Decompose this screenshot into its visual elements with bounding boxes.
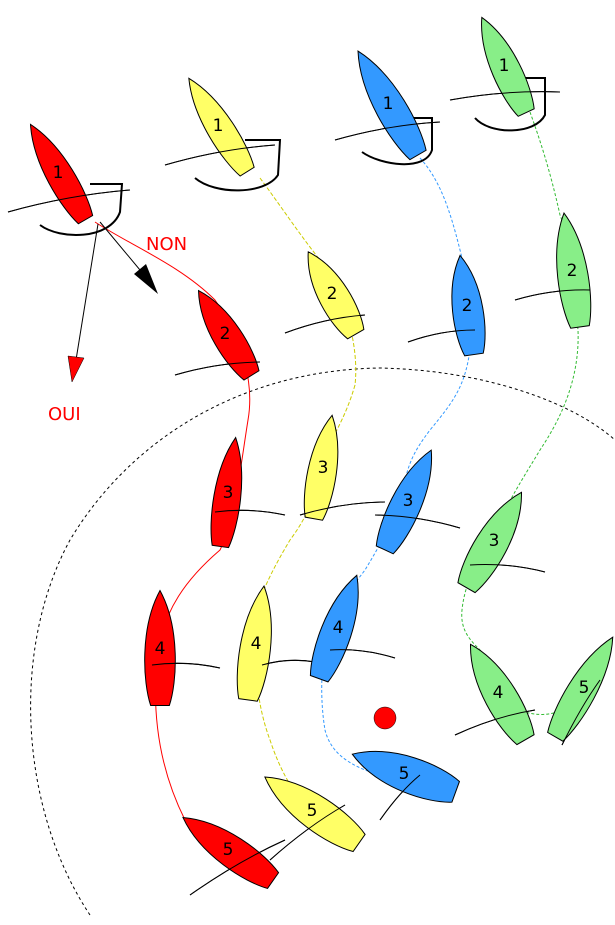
sail-line (329, 649, 396, 659)
boat-number: 1 (213, 116, 224, 136)
boom-arc-red (39, 183, 124, 236)
boat-red-1: 1 (7, 123, 131, 225)
boat-hull (309, 574, 359, 683)
sail-line (449, 91, 561, 101)
boat-number: 2 (327, 284, 338, 304)
boat-hull (547, 636, 614, 742)
arrow-oui-head (67, 355, 85, 383)
boat-hull (357, 50, 427, 161)
sail-line (334, 121, 441, 141)
boat-number: 4 (155, 639, 166, 659)
boats-layer: 1 2 3 4 5 1 2 3 4 5 1 2 3 4 5 1 2 3 4 5 (7, 16, 614, 896)
boat-hull (307, 251, 365, 340)
sail-line (561, 679, 601, 746)
boat-green-4: 4 (454, 643, 536, 746)
boat-number: 2 (462, 296, 473, 316)
boat-hull (197, 289, 260, 381)
boat-hull (303, 414, 339, 521)
label-non: NON (146, 234, 187, 255)
boat-number: 1 (53, 163, 64, 183)
sail-line (379, 774, 421, 821)
boat-hull (375, 449, 432, 555)
sail-line (151, 662, 221, 669)
boom-arc-green (474, 77, 546, 132)
mark-buoy (373, 706, 397, 730)
boat-hull (188, 77, 255, 177)
sail-line (189, 839, 286, 896)
boat-blue-3: 3 (374, 449, 461, 555)
boat-blue-1: 1 (334, 50, 441, 161)
sail-line (407, 329, 476, 343)
track-blue (321, 157, 473, 776)
boat-number: 2 (220, 324, 231, 344)
boat-hull (556, 212, 592, 329)
boat-red-2: 2 (174, 289, 261, 381)
boat-yellow-1: 1 (164, 77, 276, 177)
boat-number: 1 (499, 56, 510, 76)
boat-number: 3 (318, 458, 329, 478)
track-green (461, 111, 579, 715)
sail-line (174, 361, 261, 376)
sail-line (7, 189, 131, 213)
boat-hull (481, 16, 535, 117)
boat-number: 3 (403, 491, 414, 511)
sail-line (269, 804, 346, 861)
boat-number: 3 (223, 483, 234, 503)
boat-number: 4 (493, 683, 504, 703)
boat-hull (182, 816, 280, 890)
boat-number: 3 (489, 531, 500, 551)
boat-number: 5 (579, 678, 590, 698)
arrow-non-head (134, 264, 158, 294)
sail-line (514, 289, 591, 301)
boat-number: 5 (399, 764, 410, 784)
boat-blue-2: 2 (407, 254, 486, 357)
sail-line (299, 501, 386, 516)
boat-hull (457, 491, 523, 594)
boat-yellow-5: 5 (264, 776, 366, 861)
boat-hull (210, 436, 243, 549)
boom-arc-blue (361, 117, 433, 166)
sail-line (454, 709, 536, 736)
sail-line (374, 514, 461, 529)
boat-blue-5: 5 (351, 751, 461, 821)
sail-line (284, 314, 366, 334)
boat-hull (469, 643, 535, 746)
boat-hull (29, 123, 94, 225)
boat-green-2: 2 (514, 212, 592, 329)
boat-red-3: 3 (210, 436, 286, 549)
boat-green-5: 5 (547, 636, 614, 746)
boat-hull (236, 585, 272, 702)
boat-number: 4 (333, 618, 344, 638)
boat-red-5: 5 (182, 816, 286, 896)
boom-arc-yellow (194, 139, 282, 192)
arrows (67, 221, 158, 383)
zone-circle (30, 367, 615, 916)
sail-line (261, 659, 316, 666)
boat-blue-4: 4 (309, 574, 396, 683)
boat-yellow-4: 4 (236, 585, 316, 702)
label-oui: OUI (48, 404, 81, 425)
boat-number: 2 (567, 261, 578, 281)
sail-line (214, 509, 286, 516)
boat-number: 1 (383, 94, 394, 114)
boat-hull (264, 776, 366, 853)
sail-line (164, 144, 276, 166)
arrow-oui-line (75, 223, 99, 361)
sail-line (469, 563, 546, 573)
boat-number: 4 (251, 634, 262, 654)
boat-number: 5 (223, 840, 234, 860)
boat-hull (144, 589, 176, 706)
boat-green-3: 3 (457, 491, 546, 594)
boat-yellow-2: 2 (284, 251, 366, 340)
boat-number: 5 (307, 801, 318, 821)
boat-yellow-3: 3 (299, 414, 386, 521)
boat-red-4: 4 (144, 589, 221, 706)
boat-hull (351, 751, 461, 803)
boat-green-1: 1 (449, 16, 561, 117)
